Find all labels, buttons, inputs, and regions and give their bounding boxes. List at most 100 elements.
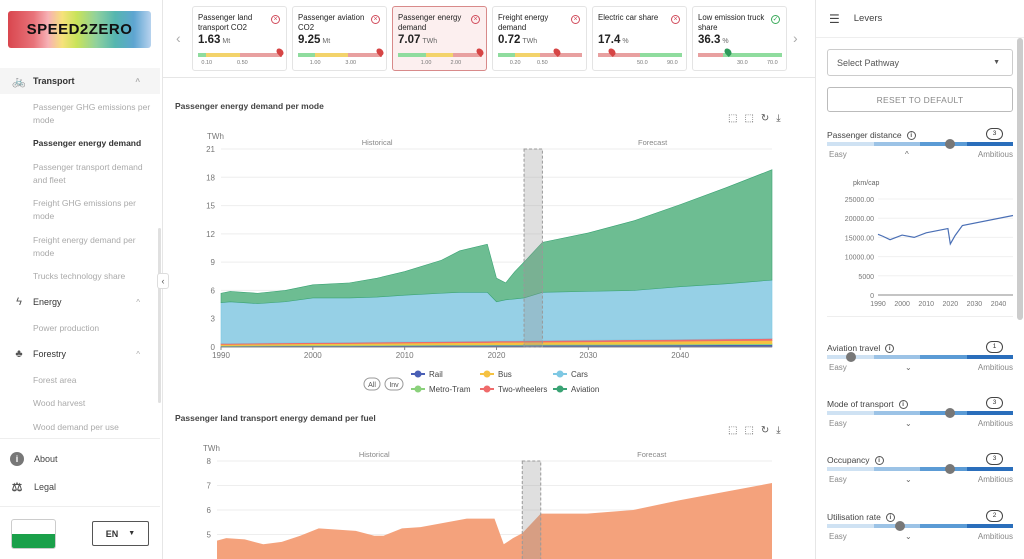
zoom-reset-icon[interactable]: ⬚ [744, 425, 754, 436]
transition-band [523, 148, 543, 348]
caret-down-icon: ▼ [993, 59, 1000, 66]
chevron-up-icon[interactable]: ^ [905, 150, 909, 159]
caret-down-icon: ▼ [128, 530, 136, 537]
kpi-card[interactable]: Freight energy demand × 0.72 TWh 0.20 0.5… [492, 6, 587, 71]
zoom-icon[interactable]: ⬚ [728, 113, 738, 124]
restore-icon[interactable]: ↻ [760, 425, 770, 436]
info-icon[interactable]: i [885, 343, 895, 353]
kpi-card[interactable]: Electric car share × 17.4% 50.0 90.0 [592, 6, 687, 71]
y-unit-label: TWh [207, 132, 224, 141]
legend-all-button[interactable] [363, 377, 381, 391]
x-circle-icon: × [271, 15, 280, 24]
chevron-down-icon[interactable]: ⌄ [905, 532, 912, 541]
y-tick-label: 6 [207, 506, 212, 515]
restore-icon[interactable]: ↻ [760, 113, 770, 124]
sidebar-section-transport[interactable]: 🚲 Transport ^ [0, 68, 160, 94]
lever-level-badge: 3 [986, 453, 1003, 465]
sidebar-item-freight-ghg[interactable]: Freight GHG emissions per mode [33, 198, 136, 221]
lever-slider-handle[interactable] [846, 352, 857, 362]
sidebar-item-wood-harvest[interactable]: Wood harvest [33, 398, 86, 408]
y-tick-label: 18 [206, 173, 215, 182]
legend-item-aviation[interactable]: Aviation [553, 385, 599, 394]
lever-label: Utilisation rate i [827, 512, 895, 522]
kpi-prev-arrow[interactable]: ‹ [176, 30, 181, 46]
legend-label: Bus [498, 370, 512, 379]
kpi-tick: 1.00 [309, 60, 321, 66]
sidebar-item-freight-energy[interactable]: Freight energy demand per mode [33, 235, 136, 258]
sidebar-item-forest-area[interactable]: Forest area [33, 375, 77, 385]
sidebar-item-wood-demand[interactable]: Wood demand per use [33, 422, 119, 432]
lever-slider-handle[interactable] [944, 408, 955, 418]
lever-slider-handle[interactable] [894, 521, 905, 531]
info-icon: i [10, 452, 24, 466]
lever-slider-track[interactable] [827, 411, 1013, 415]
kpi-gauge [298, 53, 382, 57]
kpi-card[interactable]: Low emission truck share ✓ 36.3% 30.0 70… [692, 6, 787, 71]
kpi-bar: ‹ › Passenger land transport CO2 × 1.63 M… [163, 0, 815, 78]
x-circle-icon: × [671, 15, 680, 24]
pathway-select[interactable]: Select Pathway ▼ [827, 49, 1013, 76]
sidebar-item-power[interactable]: Power production [33, 323, 100, 333]
language-select[interactable]: EN ▼ [92, 521, 149, 546]
legend-label: Aviation [571, 385, 599, 394]
legend-item-cars[interactable]: Cars [553, 370, 588, 379]
sidebar-item-passenger-energy[interactable]: Passenger energy demand [33, 138, 142, 148]
lever-slider-handle[interactable] [944, 464, 955, 474]
kpi-card[interactable]: Passenger land transport CO2 × 1.63 Mt 0.… [192, 6, 287, 71]
lever-level-badge: 2 [986, 510, 1003, 522]
chevron-down-icon[interactable]: ⌄ [905, 475, 912, 484]
download-icon[interactable]: ⤓ [776, 425, 781, 436]
legend-item-rail[interactable]: Rail [411, 370, 443, 379]
kpi-gauge [198, 53, 282, 57]
x-tick-label: 2030 [967, 301, 983, 308]
y-tick-label: 0 [870, 293, 874, 300]
legend-item-two-wheelers[interactable]: Two-wheelers [480, 385, 547, 394]
kpi-card[interactable]: Passenger aviation CO2 × 9.25 Mt 1.00 3.0… [292, 6, 387, 71]
x-circle-icon: × [371, 15, 380, 24]
info-icon[interactable]: i [906, 130, 916, 140]
info-icon[interactable]: i [885, 512, 895, 522]
x-tick-label: 2030 [579, 351, 597, 360]
easy-label: Easy [829, 363, 847, 372]
collapse-sidebar-button[interactable]: ‹ [157, 273, 169, 289]
easy-label: Easy [829, 419, 847, 428]
levers-scrollbar[interactable] [1017, 38, 1023, 320]
legend-marker [483, 370, 491, 378]
lever-aviation-travel: Aviation travel i 1 Easy ⌄ Ambitious [827, 341, 1013, 383]
sidebar-section-energy[interactable]: ϟ Energy ^ [0, 289, 160, 315]
chart1-svg: 0 3 6 9 12 15 18 21 1990 2000 2010 2020 2030 2040 TWh H… [206, 132, 773, 394]
pathway-placeholder: Select Pathway [837, 57, 900, 68]
sidebar-scrollbar[interactable] [158, 228, 161, 403]
sidebar-item-passenger-transport[interactable]: Passenger transport demand and fleet [33, 162, 143, 185]
x-tick-label: 2000 [304, 351, 322, 360]
legal-link[interactable]: ⚖ Legal [10, 480, 56, 494]
chevron-down-icon[interactable]: ⌄ [905, 363, 912, 372]
main-content: ‹ › Passenger land transport CO2 × 1.63 M… [163, 0, 815, 559]
chevron-down-icon[interactable]: ⌄ [905, 419, 912, 428]
lever-slider-track[interactable] [827, 142, 1013, 146]
legend-label: Two-wheelers [498, 385, 547, 394]
sidebar-item-passenger-ghg[interactable]: Passenger GHG emissions per mode [33, 102, 151, 125]
kpi-next-arrow[interactable]: › [793, 30, 798, 46]
sidebar-section-forestry[interactable]: ♣ Forestry ^ [0, 341, 160, 367]
y-tick-label: 12 [206, 230, 215, 239]
zoom-reset-icon[interactable]: ⬚ [744, 113, 754, 124]
sidebar-item-trucks[interactable]: Trucks technology share [33, 271, 126, 281]
y-tick-label: 21 [206, 145, 215, 154]
reset-to-default-button[interactable]: RESET TO DEFAULT [827, 87, 1013, 112]
lever-slider-track[interactable] [827, 467, 1013, 471]
info-icon[interactable]: i [874, 455, 884, 465]
legend-inv-button[interactable] [384, 377, 404, 391]
kpi-card[interactable]: Passenger energy demand × 7.07 TWh 1.00 2… [392, 6, 487, 71]
lever-slider-handle[interactable] [944, 139, 955, 149]
speed2zero-logo[interactable]: SPEED2ZERO [8, 11, 151, 48]
info-icon[interactable]: i [898, 399, 908, 409]
country-flag [11, 519, 56, 549]
zoom-icon[interactable]: ⬚ [728, 425, 738, 436]
legend-label: Cars [571, 370, 588, 379]
legend-item-metro-tram[interactable]: Metro-Tram [411, 385, 471, 394]
lever-slider-track[interactable] [827, 524, 1013, 528]
about-link[interactable]: i About [10, 452, 58, 466]
download-icon[interactable]: ⤓ [776, 113, 781, 124]
legend-item-bus[interactable]: Bus [480, 370, 512, 379]
